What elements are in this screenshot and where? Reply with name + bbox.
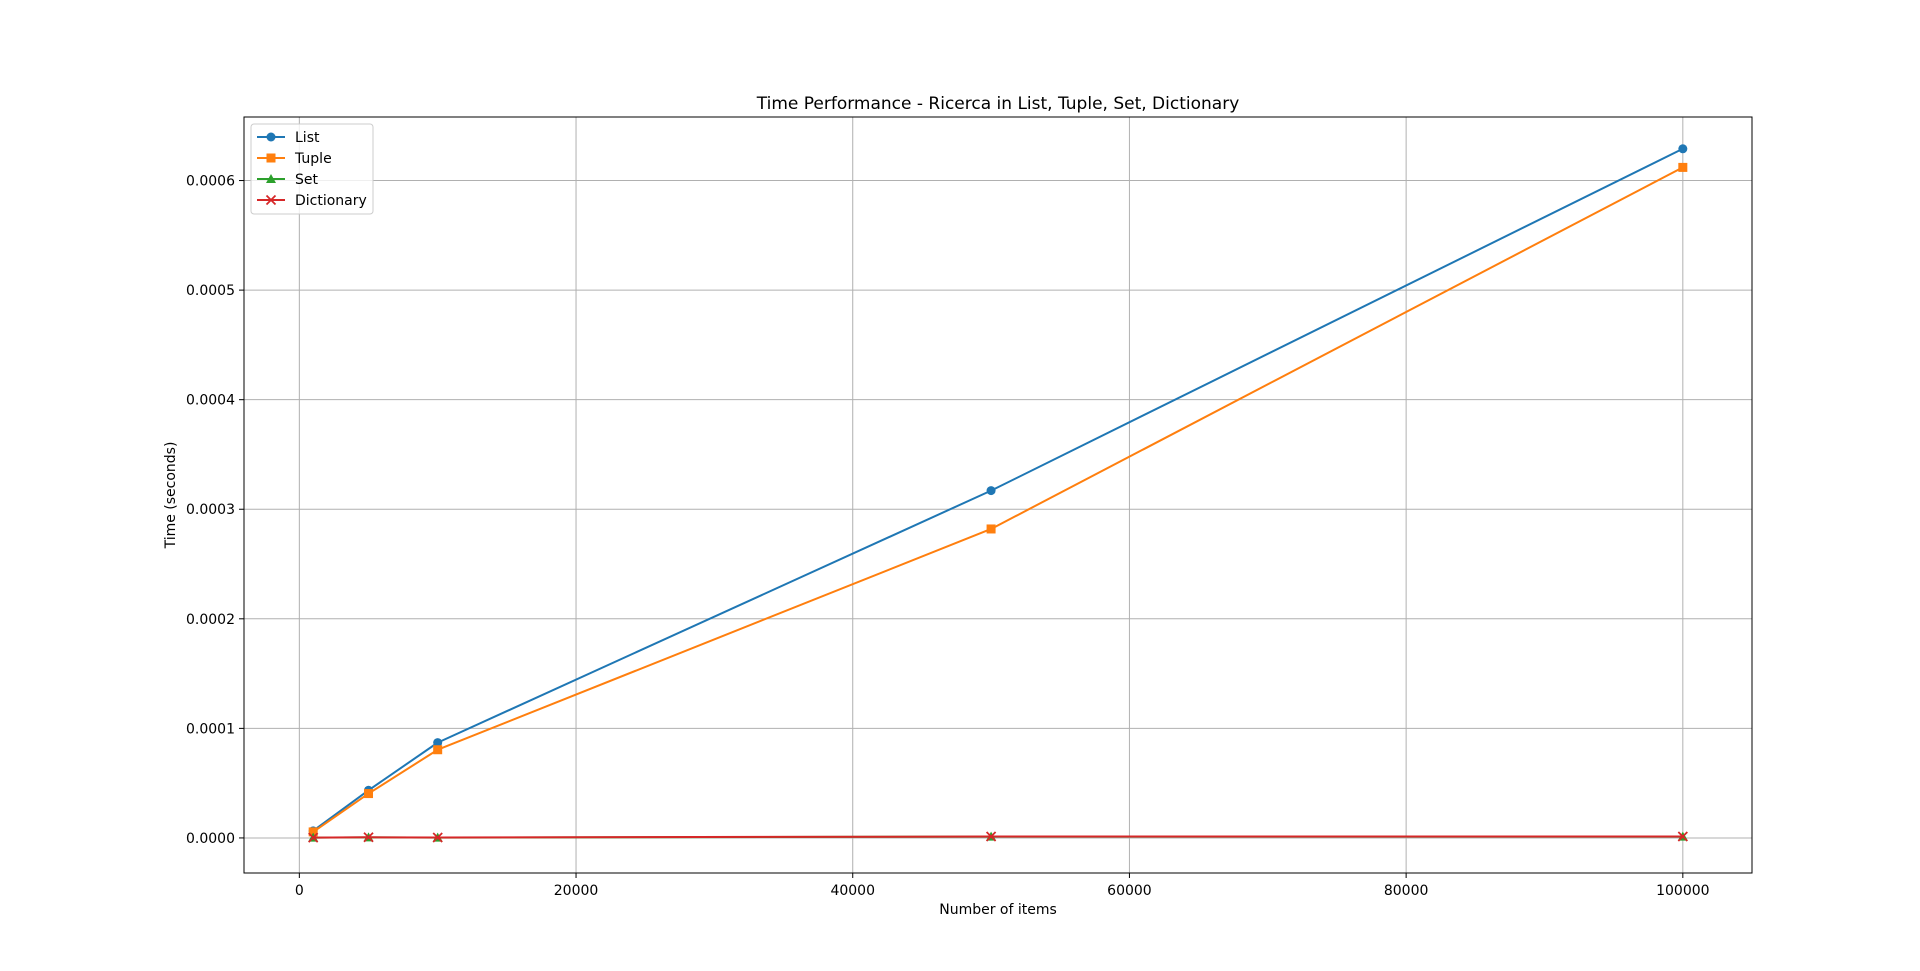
- grid: [244, 117, 1752, 873]
- x-tick-label: 60000: [1107, 883, 1152, 899]
- chart-title: Time Performance - Ricerca in List, Tupl…: [756, 94, 1240, 114]
- y-tick-label: 0.0004: [186, 393, 235, 409]
- x-axis-label: Number of items: [939, 902, 1057, 918]
- x-tick-label: 0: [295, 883, 304, 899]
- plot-area: [244, 117, 1752, 873]
- series-dictionary: [308, 831, 1688, 843]
- x-tick-label: 80000: [1384, 883, 1429, 899]
- legend-label: Dictionary: [295, 193, 367, 209]
- legend-item-tuple: Tuple: [257, 151, 332, 167]
- y-tick-label: 0.0002: [186, 612, 235, 628]
- x-tick-label: 20000: [554, 883, 599, 899]
- data-point-tuple: [1678, 162, 1688, 172]
- data-point-dictionary: [1677, 831, 1688, 842]
- y-tick-label: 0.0001: [186, 721, 235, 737]
- legend-swatch-marker: [265, 194, 277, 206]
- y-tick-label: 0.0006: [186, 174, 235, 190]
- data-point-list: [986, 486, 996, 496]
- plot-frame: [243, 116, 1753, 874]
- legend-item-set: Set: [257, 172, 319, 188]
- data-point-dictionary: [363, 832, 374, 843]
- data-point-list: [1678, 144, 1688, 154]
- legend-label: Tuple: [294, 151, 332, 167]
- data-point-tuple: [986, 524, 996, 534]
- data-point-dictionary: [985, 831, 997, 842]
- legend-swatch-marker: [266, 132, 276, 142]
- data-point-dictionary: [432, 832, 443, 843]
- y-axis-label: Time (seconds): [163, 442, 179, 550]
- y-tick-label: 0.0000: [186, 831, 235, 847]
- series-layer: [308, 144, 1688, 843]
- legend-item-dictionary: Dictionary: [257, 193, 367, 209]
- legend-label: Set: [295, 172, 319, 188]
- series-tuple: [308, 162, 1688, 837]
- legend-box: [250, 123, 374, 215]
- y-axis: 0.0000 0.0001 0.0002 0.0003 0.0004 0.0005 0.00…: [186, 174, 244, 847]
- legend-swatch-marker: [266, 153, 276, 163]
- x-tick-label: 40000: [830, 883, 875, 899]
- legend-item-list: List: [257, 130, 320, 146]
- data-point-tuple: [433, 745, 443, 755]
- series-line-dictionary: [313, 835, 1683, 839]
- data-point-list: [433, 738, 443, 748]
- y-tick-label: 0.0003: [186, 502, 235, 518]
- legend-label: List: [295, 130, 320, 146]
- data-point-dictionary: [308, 832, 319, 843]
- x-tick-label: 100000: [1656, 883, 1709, 899]
- data-point-tuple: [364, 789, 374, 799]
- x-axis: 0 20000 40000 60000 80000 100000: [295, 873, 1710, 899]
- legend: List Tuple Set Dictionary: [250, 123, 374, 215]
- data-point-tuple: [308, 827, 318, 837]
- y-tick-label: 0.0005: [186, 283, 235, 299]
- legend-swatch-marker: [266, 174, 276, 183]
